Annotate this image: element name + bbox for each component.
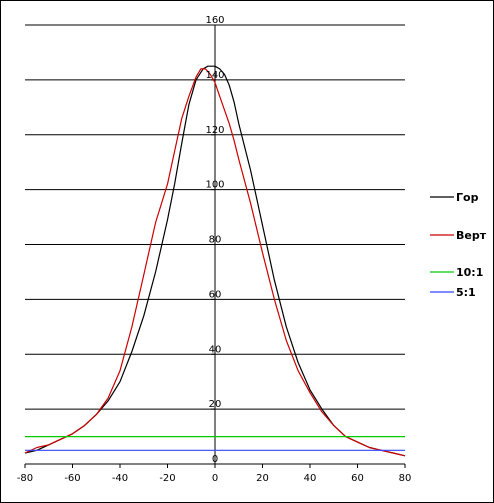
x-tick-label-60: 60 xyxy=(351,473,364,484)
y-tick-label-20: 20 xyxy=(209,399,222,410)
series-line-1 xyxy=(24,68,406,457)
legend-label-1: Верт xyxy=(456,229,487,242)
x-tick-label-80: 80 xyxy=(399,473,412,484)
tick-labels: 0 20 40 60 80 100 120 140 160 -80 -60 -40 -20 0 20 40 60… xyxy=(17,15,412,484)
y-tick-label-80: 80 xyxy=(209,235,222,246)
y-tick-label-60: 60 xyxy=(209,289,222,300)
x-tick-label-20: 20 xyxy=(256,473,269,484)
legend-label-2: 10:1 xyxy=(456,266,483,279)
series-line-0 xyxy=(24,65,406,457)
x-tick-label--20: -20 xyxy=(159,473,175,484)
x-tick-label--80: -80 xyxy=(17,473,33,484)
y-tick-label-40: 40 xyxy=(209,344,222,355)
y-tick-label-100: 100 xyxy=(205,180,224,191)
legend: Гор Верт 10:1 5:1 xyxy=(430,191,487,299)
legend-label-0: Гор xyxy=(456,191,479,204)
axes xyxy=(24,24,406,468)
legend-label-3: 5:1 xyxy=(456,286,476,299)
x-tick-label-40: 40 xyxy=(304,473,317,484)
y-tick-label-120: 120 xyxy=(205,125,224,136)
y-tick-label-140: 140 xyxy=(205,70,224,81)
x-tick-label--40: -40 xyxy=(112,473,128,484)
y-tick-label-160: 160 xyxy=(205,15,224,26)
x-tick-label-0: 0 xyxy=(212,473,218,484)
x-tick-label--60: -60 xyxy=(64,473,80,484)
y-tick-label-0: 0 xyxy=(212,454,218,465)
series-lines xyxy=(24,65,406,457)
